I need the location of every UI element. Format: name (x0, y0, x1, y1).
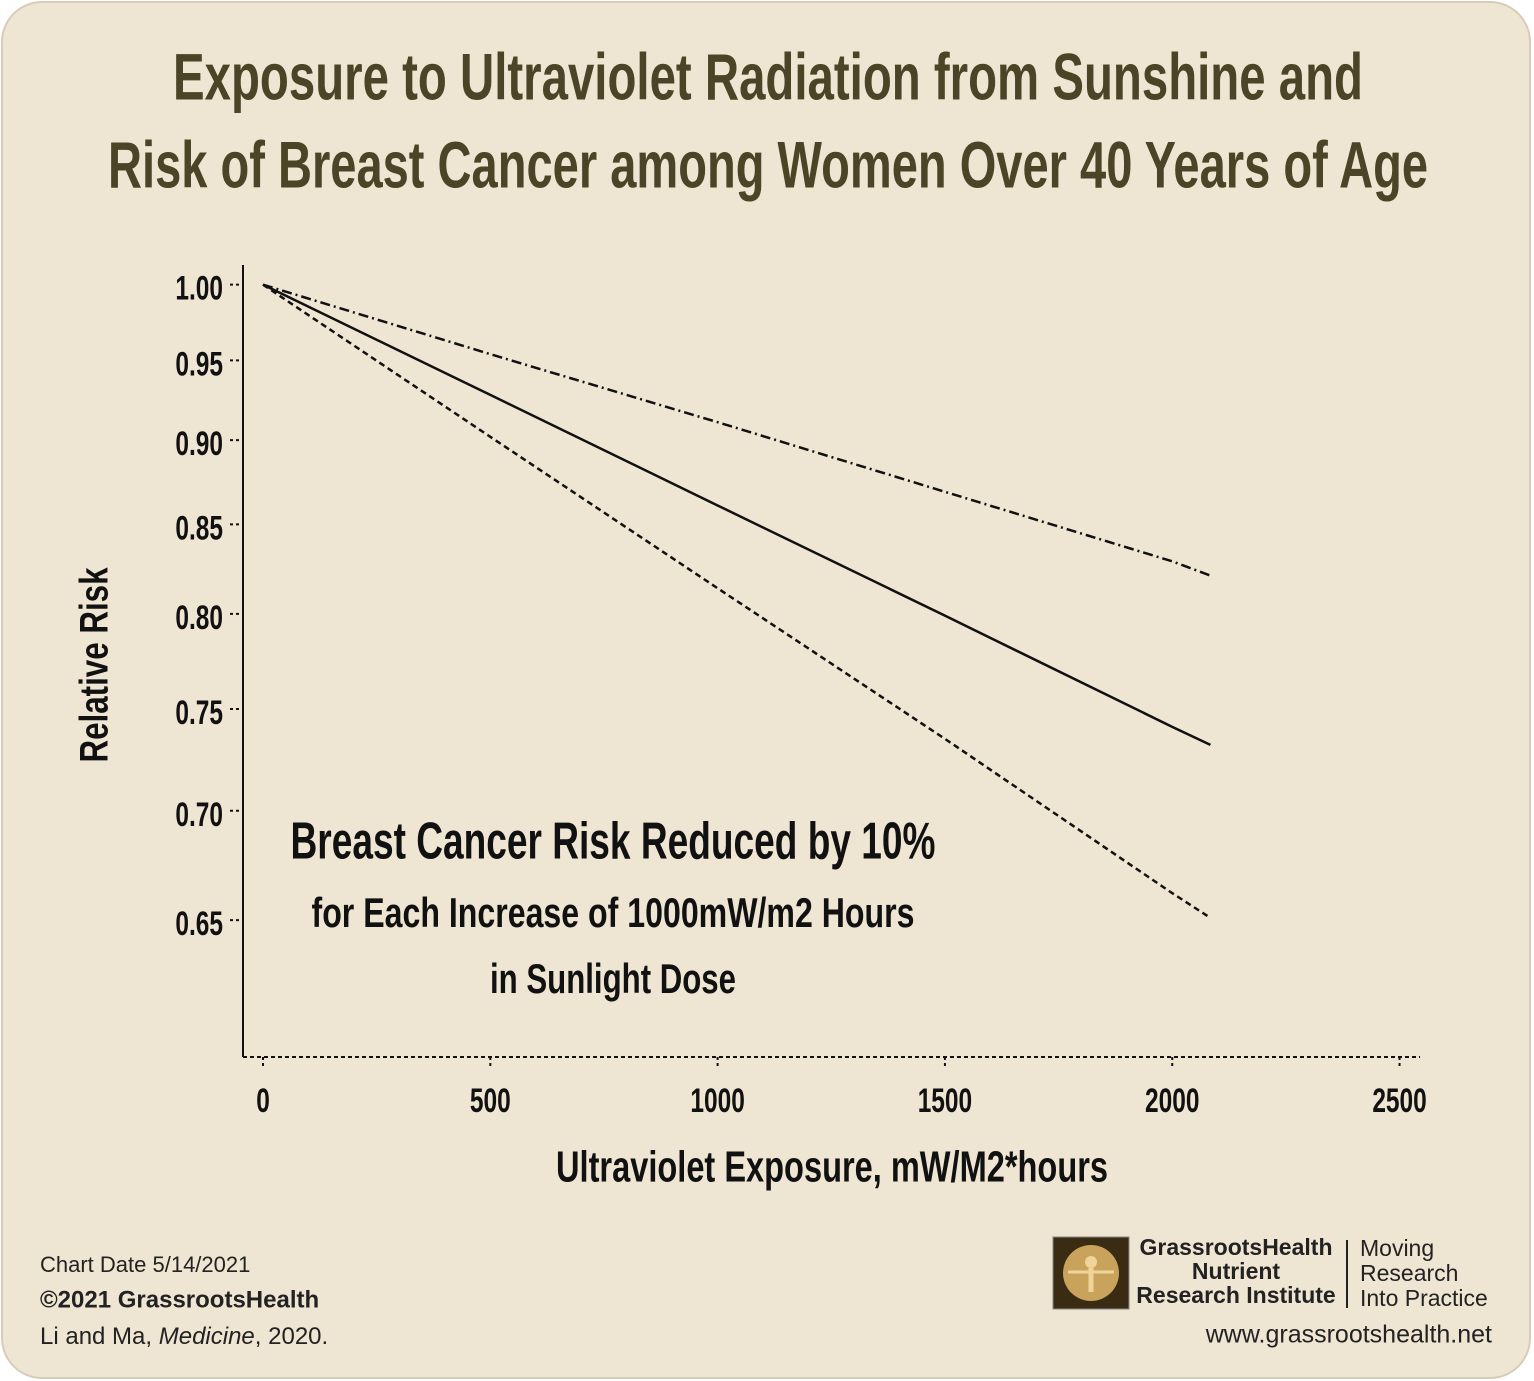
chart-date: Chart Date 5/14/2021 (40, 1252, 250, 1277)
y-tick-label: 0.65 (175, 905, 223, 943)
y-tick-label: 0.85 (175, 510, 223, 548)
x-tick-label: 2500 (1372, 1082, 1426, 1120)
y-tick-label: 1.00 (175, 270, 223, 308)
chart-title: Risk of Breast Cancer among Women Over 4… (108, 127, 1428, 201)
x-tick-label: 1000 (690, 1082, 744, 1120)
x-tick-label: 0 (256, 1082, 270, 1120)
x-tick-label: 2000 (1145, 1082, 1199, 1120)
y-tick-label: 0.75 (175, 694, 223, 732)
line (262, 283, 1212, 919)
annotation: Breast Cancer Risk Reduced by 10% (291, 813, 936, 871)
footer: Chart Date 5/14/2021 ©2021 GrassrootsHea… (40, 1234, 1492, 1350)
x-axis-label: Ultraviolet Exposure, mW/M2*hours (556, 1143, 1108, 1192)
x-tick-label: 500 (470, 1082, 511, 1120)
citation-text: , 2020. (255, 1323, 328, 1350)
tagline: Moving (1360, 1235, 1434, 1261)
tagline: Research (1360, 1260, 1458, 1286)
y-axis-label: Relative Risk (73, 567, 117, 763)
tagline: Into Practice (1360, 1285, 1488, 1311)
citation: Li and Ma, Medicine, 2020. (40, 1323, 328, 1350)
logo-text: Research Institute (1136, 1282, 1335, 1308)
copyright: ©2021 GrassrootsHealth (40, 1286, 319, 1313)
url: www.grassrootshealth.net (1205, 1321, 1492, 1349)
y-tick-label: 0.90 (175, 425, 223, 463)
annotation: in Sunlight Dose (490, 955, 736, 1002)
x-tick-label: 1500 (918, 1082, 972, 1120)
chart-title: Exposure to Ultraviolet Radiation from S… (173, 39, 1363, 113)
y-tick-label: 0.70 (175, 796, 223, 834)
citation-text: Li and Ma, (40, 1323, 159, 1350)
logo-figure (1085, 1256, 1097, 1268)
line (262, 283, 1211, 747)
citation-journal: Medicine (159, 1323, 255, 1350)
y-tick-label: 0.80 (175, 599, 223, 637)
annotation: for Each Increase of 1000mW/m2 Hours (312, 889, 915, 936)
y-tick-label: 0.95 (175, 345, 223, 383)
logo-text: Nutrient (1192, 1258, 1281, 1284)
logo-text: GrassrootsHealth (1139, 1234, 1332, 1260)
